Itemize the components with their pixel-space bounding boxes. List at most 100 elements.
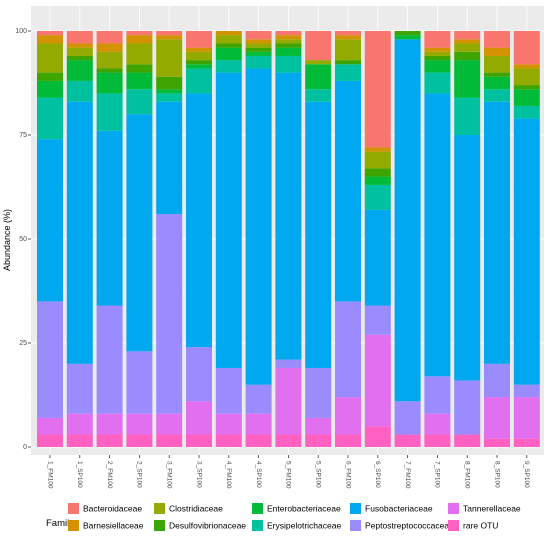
bar-segment: 8_SP100 · Fusobacteriaceae: 63% xyxy=(484,101,510,364)
bar-segment: 7_SP100 · Peptostreptococcaceae: 9% xyxy=(424,376,451,414)
bar-segment: 2_SP100 · Peptostreptococcaceae: 15% xyxy=(126,351,153,414)
bar-segment: 3_FM100 · Tannerellaceae: 5% xyxy=(156,413,183,435)
bar-segment: 2_FM100 · Enterobacteriaceae: 5% xyxy=(96,72,123,94)
bar-segment: 3_SP100 · Desulfovibrionaceae: 1% xyxy=(186,60,212,65)
bar-segment: 6_SP100 · Desulfovibrionaceae: 2% xyxy=(364,168,391,177)
bar-segment: 7_FM100 · rare OTU: 3% xyxy=(394,434,421,447)
x-tick-label: 5_SP100 xyxy=(314,461,321,488)
bar-segment: 8_SP100 · Bacteroidaceae: 4% xyxy=(484,31,510,48)
bar-segment: 3_FM100 · Bacteroidaceae: 1% xyxy=(156,31,183,36)
bar-segment: 3_FM100 · Erysipelotrichaceae: 2% xyxy=(156,93,183,102)
x-tick-label: 2_SP100 xyxy=(136,461,143,488)
bar-segment: 4_SP100 · Bacteroidaceae: 2% xyxy=(245,31,272,40)
bar-segment: 4_SP100 · Desulfovibrionaceae: 1% xyxy=(245,47,272,52)
bar-segment: 3_SP100 · Enterobacteriaceae: 1% xyxy=(186,64,212,69)
bar-segment: 6_SP100 · Bacteroidaceae: 28% xyxy=(364,31,391,148)
bar-segment: 3_SP100 · Fusobacteriaceae: 61% xyxy=(186,93,212,348)
bar-segment: 6_FM100 · Erysipelotrichaceae: 4% xyxy=(335,64,361,81)
legend-label: Fusobacteriaceae xyxy=(365,503,433,513)
bars: 1_FM100 · rare OTU: 3%1_FM100 · Tannerel… xyxy=(37,31,540,447)
bar-segment: 8_FM100 · rare OTU: 3% xyxy=(454,434,481,447)
bar-segment: 1_SP100 · rare OTU: 3% xyxy=(66,434,93,447)
x-tick-label: 3_FM100 xyxy=(165,461,172,489)
bar-segment: 1_SP100 · Desulfovibrionaceae: 1% xyxy=(66,55,93,61)
legend-label: Tannerellaceae xyxy=(463,503,521,513)
bar-segment: 1_FM100 · rare OTU: 3% xyxy=(37,434,63,447)
y-tick-label: 0 xyxy=(23,444,27,451)
bar-segment: 1_SP100 · Barnesiellaceae: 1% xyxy=(66,43,93,48)
bar-segment: 6_FM100 · Tannerellaceae: 9% xyxy=(335,397,361,435)
bar-segment: 3_FM100 · Barnesiellaceae: 1% xyxy=(156,35,183,40)
bar-segment: 7_SP100 · Clostridiaceae: 1% xyxy=(424,51,451,56)
legend-label: Clostridiaceae xyxy=(169,503,223,513)
bar-segment: 1_FM100 · Barnesiellaceae: 2% xyxy=(37,35,63,44)
y-axis: 0 25 50 75 100 xyxy=(15,28,31,451)
bar-segment: 6_SP100 · Fusobacteriaceae: 23% xyxy=(364,209,391,306)
bar-segment: 4_SP100 · Enterobacteriaceae: 1% xyxy=(245,51,272,56)
bar-segment: 5_FM100 · rare OTU: 3% xyxy=(275,434,302,447)
x-tick-label: 7_FM100 xyxy=(404,461,411,489)
bar-segment: 2_SP100 · rare OTU: 3% xyxy=(126,434,153,447)
bar-segment: 8_SP100 · Tannerellaceae: 10% xyxy=(484,397,510,439)
bar-segment: 7_FM100 · Peptostreptococcaceae: 8% xyxy=(394,401,421,435)
bar-segment: 5_FM100 · Enterobacteriaceae: 2% xyxy=(275,47,302,56)
bar-segment: 6_FM100 · Desulfovibrionaceae: 1% xyxy=(335,60,361,65)
bar-segment: 9_SP100 · Desulfovibrionaceae: 1% xyxy=(513,85,540,90)
legend-title: Family xyxy=(46,518,74,529)
bar-segment: 6_SP100 · Barnesiellaceae: 1% xyxy=(364,147,391,152)
bar-segment: 2_FM100 · Desulfovibrionaceae: 1% xyxy=(96,68,123,73)
bar-segment: 6_FM100 · Barnesiellaceae: 1% xyxy=(335,35,361,40)
bar-segment: 1_FM100 · Desulfovibrionaceae: 2% xyxy=(37,72,63,81)
bar-segment: 5_FM100 · Bacteroidaceae: 1% xyxy=(275,31,302,36)
legend-label: Barnesiellaceae xyxy=(83,520,144,530)
bar-segment: 1_SP100 · Peptostreptococcaceae: 12% xyxy=(66,363,93,414)
bar-segment: 6_SP100 · Tannerellaceae: 22% xyxy=(364,334,391,427)
bar-segment: 6_FM100 · Fusobacteriaceae: 53% xyxy=(335,80,361,302)
bar-segment: 9_SP100 · Clostridiaceae: 4% xyxy=(513,68,540,86)
bar-segment: 5_SP100 · rare OTU: 3% xyxy=(305,434,332,447)
bar-segment: 1_SP100 · Tannerellaceae: 5% xyxy=(66,413,93,435)
bar-segment: 7_FM100 · Desulfovibrionaceae: 1% xyxy=(394,31,421,36)
bar-segment: 8_FM100 · Erysipelotrichaceae: 9% xyxy=(454,97,481,135)
bar-segment: 3_SP100 · rare OTU: 3% xyxy=(186,434,212,447)
bar-segment: 5_SP100 · Erysipelotrichaceae: 3% xyxy=(305,89,332,102)
bar-segment: 2_FM100 · Erysipelotrichaceae: 9% xyxy=(96,93,123,131)
x-tick-label: 5_FM100 xyxy=(285,461,292,489)
bar-segment: 1_SP100 · Enterobacteriaceae: 5% xyxy=(66,60,93,81)
x-tick-label: 4_SP100 xyxy=(255,461,262,488)
legend-label: rare OTU xyxy=(463,520,498,530)
bar-segment: 5_FM100 · Clostridiaceae: 1% xyxy=(275,39,302,44)
bar-segment: 9_SP100 · Erysipelotrichaceae: 3% xyxy=(513,105,540,119)
bar-segment: 2_FM100 · Tannerellaceae: 5% xyxy=(96,413,123,435)
bar-segment: 9_SP100 · Bacteroidaceae: 8% xyxy=(513,31,540,65)
legend-label: Bacteroidaceae xyxy=(83,503,142,513)
bar-segment: 4_FM100 · Erysipelotrichaceae: 3% xyxy=(215,60,242,73)
bar-segment: 6_FM100 · Clostridiaceae: 5% xyxy=(335,39,361,61)
x-tick-label: 1_SP100 xyxy=(76,461,83,488)
bar-segment: 4_SP100 · Barnesiellaceae: 1% xyxy=(245,39,272,44)
bar-segment: 7_FM100 · Enterobacteriaceae: 1% xyxy=(394,35,421,40)
bar-segment: 5_SP100 · Bacteroidaceae: 7% xyxy=(305,31,332,61)
bar-segment: 8_SP100 · Enterobacteriaceae: 3% xyxy=(484,76,510,90)
bar-segment: 2_FM100 · Clostridiaceae: 4% xyxy=(96,51,123,69)
bar-segment: 4_FM100 · Peptostreptococcaceae: 11% xyxy=(215,367,242,414)
bar-segment: 2_SP100 · Enterobacteriaceae: 4% xyxy=(126,72,153,90)
x-tick-label: 2_FM100 xyxy=(106,461,113,489)
bar-segment: 9_SP100 · Enterobacteriaceae: 4% xyxy=(513,89,540,106)
bar-segment: 4_SP100 · rare OTU: 3% xyxy=(245,434,272,447)
bar-segment: 6_SP100 · Clostridiaceae: 4% xyxy=(364,151,391,169)
bar-segment: 4_SP100 · Clostridiaceae: 1% xyxy=(245,43,272,48)
bar-segment: 1_FM100 · Bacteroidaceae: 1% xyxy=(37,31,63,36)
bar-segment: 9_SP100 · Barnesiellaceae: 1% xyxy=(513,64,540,69)
bar-segment: 9_SP100 · Peptostreptococcaceae: 3% xyxy=(513,384,540,398)
bar-segment: 1_FM100 · Peptostreptococcaceae: 28% xyxy=(37,301,63,418)
bar-segment: 4_FM100 · rare OTU: 3% xyxy=(215,434,242,447)
bar-segment: 8_FM100 · Desulfovibrionaceae: 2% xyxy=(454,51,481,61)
bar-segment: 4_FM100 · Tannerellaceae: 5% xyxy=(215,413,242,435)
bar-segment: 5_FM100 · Desulfovibrionaceae: 1% xyxy=(275,43,302,48)
bar-segment: 5_FM100 · Barnesiellaceae: 1% xyxy=(275,35,302,40)
bar-segment: 9_SP100 · Tannerellaceae: 10% xyxy=(513,397,540,439)
legend-swatch xyxy=(350,503,361,514)
bar-segment: 8_FM100 · Barnesiellaceae: 1% xyxy=(454,39,481,44)
bar-segment: 7_SP100 · Enterobacteriaceae: 3% xyxy=(424,60,451,73)
